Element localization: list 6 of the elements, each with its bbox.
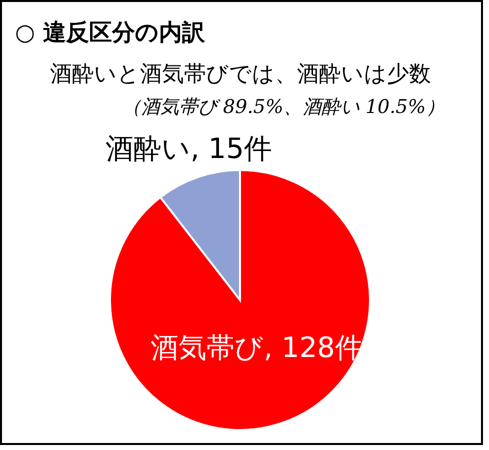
pie-slice (109, 169, 371, 431)
chart-title: ○ 違反区分の内訳 (15, 19, 206, 46)
slice-label: 酒気帯び, 128件 (150, 331, 363, 364)
slice-label: 酒酔い, 15件 (105, 132, 272, 165)
chart-subtitle: 酒酔いと酒気帯びでは、酒酔いは少数 (50, 62, 431, 87)
text: （酒気帯び 89.5%、酒酔い 10.5%） (122, 96, 445, 118)
